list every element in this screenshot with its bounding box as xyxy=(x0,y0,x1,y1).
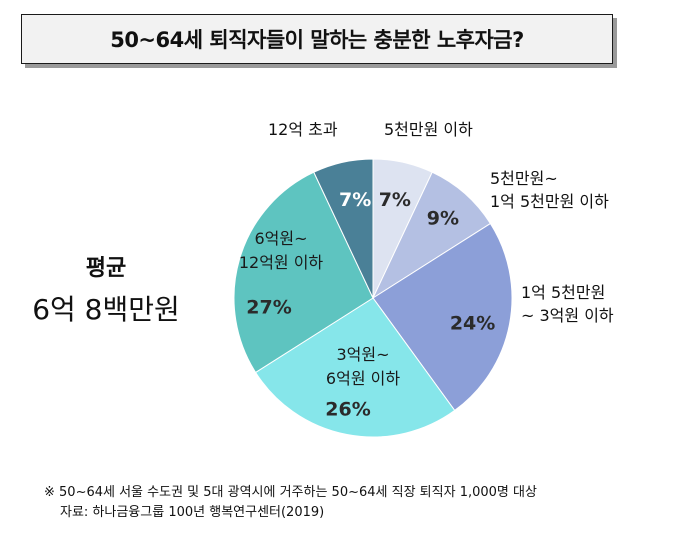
category-label-5: 12억 초과 xyxy=(268,120,338,139)
pie-value-label-0: 7% xyxy=(379,189,411,211)
pie-value-label-1: 9% xyxy=(427,207,459,229)
pie-value-label-4: 27% xyxy=(246,297,291,319)
pie-value-label-3: 26% xyxy=(325,399,370,421)
footnote-source: 자료: 하나금융그룹 100년 행복연구센터(2019) xyxy=(60,505,325,520)
category-label-3-line-1: 6억원 이하 xyxy=(326,369,400,388)
pie-slice-4 xyxy=(233,171,374,374)
chart-title-box: 50~64세 퇴직자들이 말하는 충분한 노후자금? xyxy=(21,14,613,64)
chart-title: 50~64세 퇴직자들이 말하는 충분한 노후자금? xyxy=(110,28,524,52)
pie-slice-2 xyxy=(372,222,513,412)
footnote-note: ※ 50~64세 서울 수도권 및 5대 광역시에 거주하는 50~64세 직장… xyxy=(44,485,537,500)
category-label-1: 5천만원~ 1억 5천만원 이하 xyxy=(490,169,609,211)
average-value: 6억 8백만원 xyxy=(32,293,180,326)
pie-value-label-5: 7% xyxy=(339,189,371,211)
pie-value-label-2: 24% xyxy=(450,313,495,335)
category-label-4-line-1: 12억원 이하 xyxy=(239,253,324,272)
pie-slice-5 xyxy=(313,158,374,299)
category-label-0: 5천만원 이하 xyxy=(384,120,473,139)
pie-slice-3 xyxy=(254,297,456,438)
footnote: ※ 50~64세 서울 수도권 및 5대 광역시에 거주하는 50~64세 직장… xyxy=(44,483,537,523)
category-label-4-line-0: 6억원~ xyxy=(254,229,307,248)
category-label-3-line-0: 3억원~ xyxy=(336,345,389,364)
pie-slice-1 xyxy=(371,171,492,300)
category-label-2: 1억 5천만원 ~ 3억원 이하 xyxy=(521,283,614,325)
average-label: 평균 xyxy=(85,256,127,281)
